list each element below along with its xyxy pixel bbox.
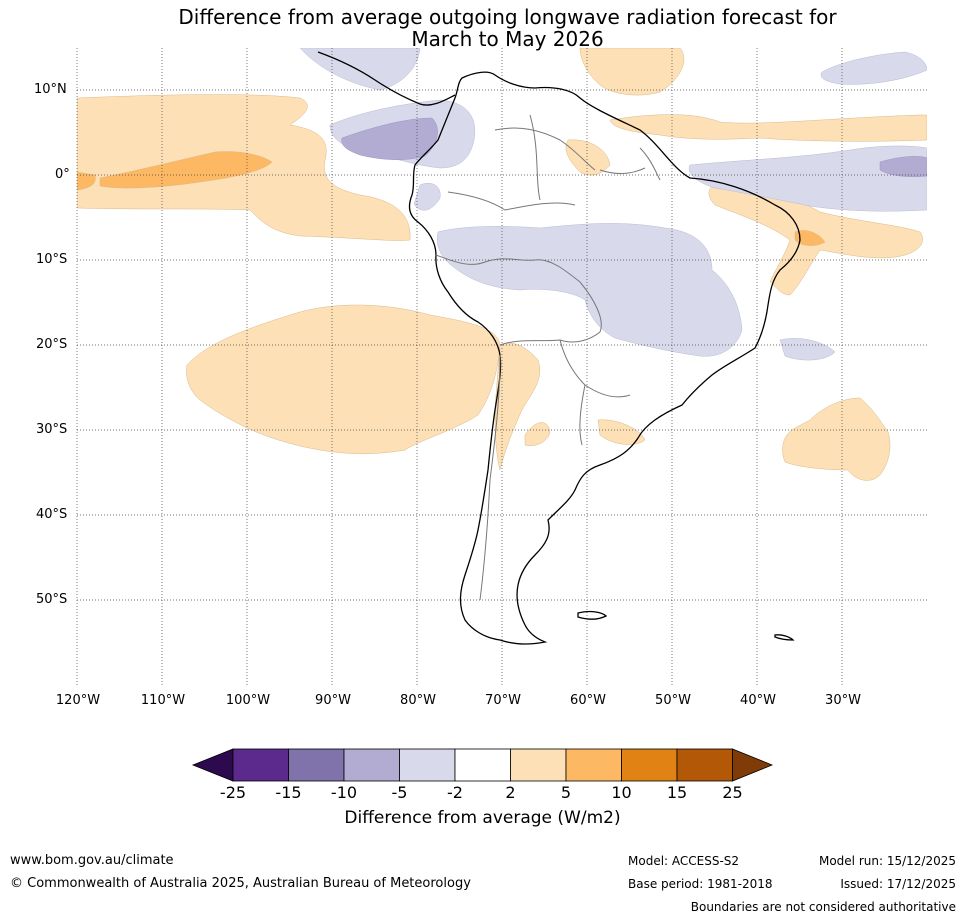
colorbar-swatch xyxy=(288,748,345,782)
positive-anomaly-region-uruguay xyxy=(524,422,551,446)
negative-anomaly-region-colombia-core xyxy=(341,117,438,160)
colorbar-swatch-max-extend xyxy=(732,748,774,782)
negative-anomaly-region-equatorial-atlantic xyxy=(688,145,927,212)
copyright-text: © Commonwealth of Australia 2025, Austra… xyxy=(10,876,471,891)
lat-label-0: 0° xyxy=(55,167,70,182)
lat-label-50s: 50°S xyxy=(36,592,68,607)
border-line xyxy=(559,339,631,398)
falklands-coastline xyxy=(577,610,608,620)
colorbar-swatch xyxy=(510,748,567,782)
colorbar-tick-label: 10 xyxy=(611,783,632,802)
country-borders xyxy=(435,114,661,601)
issued-date: Issued: 17/12/2025 xyxy=(840,877,956,891)
model-run-date: Model run: 15/12/2025 xyxy=(818,854,956,868)
colorbar-tick-label: 2 xyxy=(505,783,516,802)
colorbar-swatch xyxy=(621,748,678,782)
colorbar-tick-label: -15 xyxy=(275,783,302,802)
lon-label-110w: 110°W xyxy=(140,693,186,708)
colorbar-tick-label: -25 xyxy=(219,783,247,802)
colorbar-tick-label: -5 xyxy=(391,783,408,802)
border-line xyxy=(494,127,596,171)
anomaly-fields xyxy=(77,48,927,481)
negative-anomaly-region-amazon xyxy=(437,223,743,357)
colorbar-tick-label: -2 xyxy=(447,783,463,802)
central-america-coastline xyxy=(317,51,456,106)
map-title-line1: Difference from average outgoing longwav… xyxy=(178,5,837,29)
lon-label-90w: 90°W xyxy=(315,693,351,708)
border-line xyxy=(479,354,501,601)
negative-anomaly-region-north-atlantic xyxy=(820,51,927,85)
positive-anomaly-region-north-atlantic xyxy=(609,114,927,142)
negative-anomaly-region-caribbean xyxy=(299,48,421,91)
lat-label-20s: 20°S xyxy=(36,337,68,352)
border-line xyxy=(499,331,601,346)
lon-label-50w: 50°W xyxy=(655,693,691,708)
lat-label-10n: 10°N xyxy=(34,82,67,97)
lon-label-60w: 60°W xyxy=(570,693,606,708)
colorbar-tick-label: 15 xyxy=(666,783,688,802)
colorbar-swatch xyxy=(565,748,622,782)
positive-anomaly-region-pacific-core xyxy=(99,151,273,189)
colorbar-tick-label: 25 xyxy=(722,783,743,802)
boundaries-note: Boundaries are not considered authoritat… xyxy=(690,900,956,914)
map-gridlines xyxy=(76,48,927,686)
website-link[interactable]: www.bom.gov.au/climate xyxy=(10,853,174,868)
negative-anomaly-region-atlantic-core xyxy=(879,156,927,177)
lat-label-30s: 30°S xyxy=(36,422,68,437)
colorbar xyxy=(191,748,774,782)
border-line xyxy=(435,254,602,333)
lat-label-40s: 40°S xyxy=(36,507,68,522)
positive-anomaly-region-northern-sa xyxy=(565,139,611,176)
base-period: Base period: 1981-2018 xyxy=(628,877,773,891)
lon-label-120w: 120°W xyxy=(55,693,101,708)
positive-anomaly-region-caribbean xyxy=(579,48,685,96)
positive-anomaly-region-east-pacific-south xyxy=(186,304,501,454)
border-line xyxy=(639,147,661,181)
lon-label-100w: 100°W xyxy=(225,693,271,708)
colorbar-tick-label: 5 xyxy=(560,783,572,802)
positive-anomaly-region-south-atlantic xyxy=(782,397,891,481)
lon-label-70w: 70°W xyxy=(485,693,521,708)
colorbar-swatch xyxy=(399,748,456,782)
lon-label-40w: 40°W xyxy=(740,693,776,708)
border-line xyxy=(579,384,586,446)
border-line xyxy=(599,167,646,174)
border-line xyxy=(447,191,576,211)
negative-anomaly-region-south-atlantic xyxy=(779,338,836,361)
colorbar-swatch-min-extend xyxy=(191,748,234,782)
colorbar-tick-label: -10 xyxy=(330,783,358,802)
border-line xyxy=(529,114,541,201)
map-title-line2: March to May 2026 xyxy=(411,27,604,51)
lat-label-10s: 10°S xyxy=(36,252,68,267)
colorbar-swatch xyxy=(232,748,289,782)
model-name: Model: ACCESS-S2 xyxy=(628,854,740,868)
lon-label-80w: 80°W xyxy=(400,693,436,708)
lon-label-30w: 30°W xyxy=(825,693,861,708)
positive-anomaly-region-pampas xyxy=(597,419,646,445)
colorbar-swatch xyxy=(454,748,511,782)
colorbar-swatch xyxy=(676,748,733,782)
colorbar-swatch xyxy=(343,748,400,782)
south-georgia-coastline xyxy=(774,634,795,641)
negative-anomaly-region-ecuador xyxy=(413,182,441,211)
positive-anomaly-region-andes xyxy=(494,342,540,471)
colorbar-title: Difference from average (W/m2) xyxy=(344,808,621,828)
